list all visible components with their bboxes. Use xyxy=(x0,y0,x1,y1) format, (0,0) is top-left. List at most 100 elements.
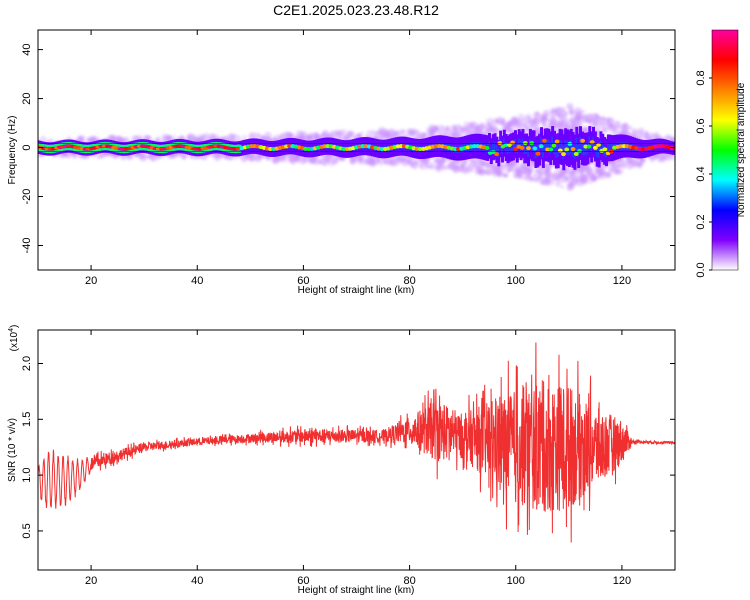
spectrogram-cell xyxy=(570,109,575,114)
spectrogram-cell xyxy=(501,123,505,127)
spectrogram-cell xyxy=(360,131,364,135)
spectrogram-cell xyxy=(610,143,614,153)
spectrogram-cell xyxy=(584,173,590,180)
spectrogram-cell xyxy=(599,169,603,173)
spectrogram-cell xyxy=(599,140,603,151)
spectrogram-cell xyxy=(633,130,639,137)
spectrogram-cell xyxy=(548,147,554,152)
spectrogram-heatmap xyxy=(38,102,675,192)
spectrogram-cell xyxy=(139,153,147,162)
colorbar-tick-label: 0.8 xyxy=(695,70,707,85)
spectrogram-cell xyxy=(613,120,622,129)
spectrogram-x-tick-label: 60 xyxy=(297,275,309,287)
spectrogram-cell xyxy=(586,144,592,149)
spectrogram-cell xyxy=(479,122,486,129)
spectrogram-cell xyxy=(542,138,547,143)
spectrogram-cell xyxy=(554,139,560,144)
colorbar-label: Normalized spectral amplitude xyxy=(736,82,747,217)
figure-title: C2E1.2025.023.23.48.R12 xyxy=(273,2,439,18)
spectrogram-y-tick-label: 0 xyxy=(21,144,33,150)
spectrogram-cell xyxy=(553,141,556,155)
spectrogram-cell xyxy=(512,141,515,152)
spectrogram-cell xyxy=(156,136,160,140)
snr-series-line xyxy=(38,342,675,543)
spectrogram-cell xyxy=(504,142,508,153)
spectrogram-cell xyxy=(582,143,586,156)
spectrogram-cell xyxy=(588,136,592,148)
spectrogram-cell xyxy=(551,143,557,148)
spectrogram-cell xyxy=(575,137,579,151)
spectrogram-cell xyxy=(224,135,228,139)
spectrogram-x-tick-label: 100 xyxy=(507,275,525,287)
snr-y-label: SNR (10 * v/v) xyxy=(7,418,18,482)
spectrogram-cell xyxy=(543,138,547,151)
spectrogram-cell xyxy=(629,126,633,131)
spectrogram-cell xyxy=(592,145,598,150)
spectrogram-cell xyxy=(530,139,534,152)
spectrogram-cell xyxy=(538,144,544,149)
spectrogram-cell xyxy=(533,111,541,119)
spectrogram-cell xyxy=(503,138,506,148)
spectrogram-cell xyxy=(532,118,541,127)
spectrogram-cell xyxy=(497,171,504,178)
spectrogram-cell xyxy=(495,145,499,155)
spectrogram-cell xyxy=(237,136,241,140)
spectrogram-cell xyxy=(442,164,448,171)
spectrogram-cell xyxy=(597,147,601,159)
spectrogram-cell xyxy=(423,132,428,137)
spectrogram-cell xyxy=(493,141,497,151)
snr-y-ticks: 0.5 1.0 1.5 2.0 xyxy=(21,356,675,539)
spectrogram-cell xyxy=(129,155,134,160)
spectrogram-cell xyxy=(573,151,579,156)
spectrogram-y-tick-label: 40 xyxy=(21,43,33,55)
spectrogram-cell xyxy=(604,126,608,130)
spectrogram-cell xyxy=(506,144,510,155)
snr-x-tick-label: 80 xyxy=(403,575,415,587)
spectrogram-cell xyxy=(379,162,384,167)
spectrogram-cell xyxy=(532,146,538,151)
spectrogram-cell xyxy=(601,142,605,153)
spectrogram-cell xyxy=(558,139,562,154)
spectrogram-cell xyxy=(559,175,563,179)
spectrogram-y-ticks: -40 -20 0 20 40 xyxy=(21,43,675,253)
spectrogram-cell xyxy=(579,121,584,126)
snr-scale-base: (x10 xyxy=(9,331,20,351)
colorbar-ticks: 0.0 0.2 0.4 0.6 0.8 xyxy=(695,70,712,278)
spectrogram-cell xyxy=(605,165,609,169)
spectrogram-cell xyxy=(534,146,538,159)
spectrogram-cell xyxy=(465,165,474,173)
spectrogram-cell xyxy=(519,145,525,150)
spectrogram-cell xyxy=(491,142,495,152)
colorbar-tick-label: 0.0 xyxy=(695,262,707,277)
spectrogram-cell xyxy=(497,140,503,145)
spectrogram-cell xyxy=(564,147,570,152)
colorbar-tick-label: 0.4 xyxy=(695,166,707,181)
spectrogram-cell xyxy=(590,141,593,153)
snr-x-tick-label: 100 xyxy=(507,575,525,587)
spectrogram-cell xyxy=(501,144,504,154)
spectrogram-cell xyxy=(85,154,91,160)
spectrogram-cell xyxy=(600,116,606,122)
colorbar-scale xyxy=(711,29,739,271)
spectrogram-cell xyxy=(339,129,347,137)
spectrogram-cell xyxy=(523,143,527,154)
spectrogram-cell xyxy=(457,132,463,138)
spectrogram-cell xyxy=(395,129,401,136)
snr-x-tick-label: 20 xyxy=(85,575,97,587)
spectrogram-cell xyxy=(593,121,598,126)
spectrogram-cell xyxy=(242,134,247,139)
spectrogram-cell xyxy=(543,109,551,117)
snr-scale-exponent: 4 xyxy=(8,328,15,332)
spectrogram-cell xyxy=(581,109,586,114)
snr-y-tick-label: 1.5 xyxy=(21,412,33,427)
snr-x-tick-label: 40 xyxy=(191,575,203,587)
spectrogram-cell xyxy=(607,143,610,153)
spectrogram-cell xyxy=(510,142,514,152)
spectrogram-cell xyxy=(514,139,517,150)
spectrogram-cell xyxy=(617,168,624,175)
spectrogram-cell xyxy=(564,139,567,154)
spectrogram-cell xyxy=(414,159,420,166)
spectrogram-panel: 20 40 60 80 100 120 -40 -20 0 20 40 Height of str… xyxy=(7,29,676,296)
spectrogram-cell xyxy=(577,148,582,153)
